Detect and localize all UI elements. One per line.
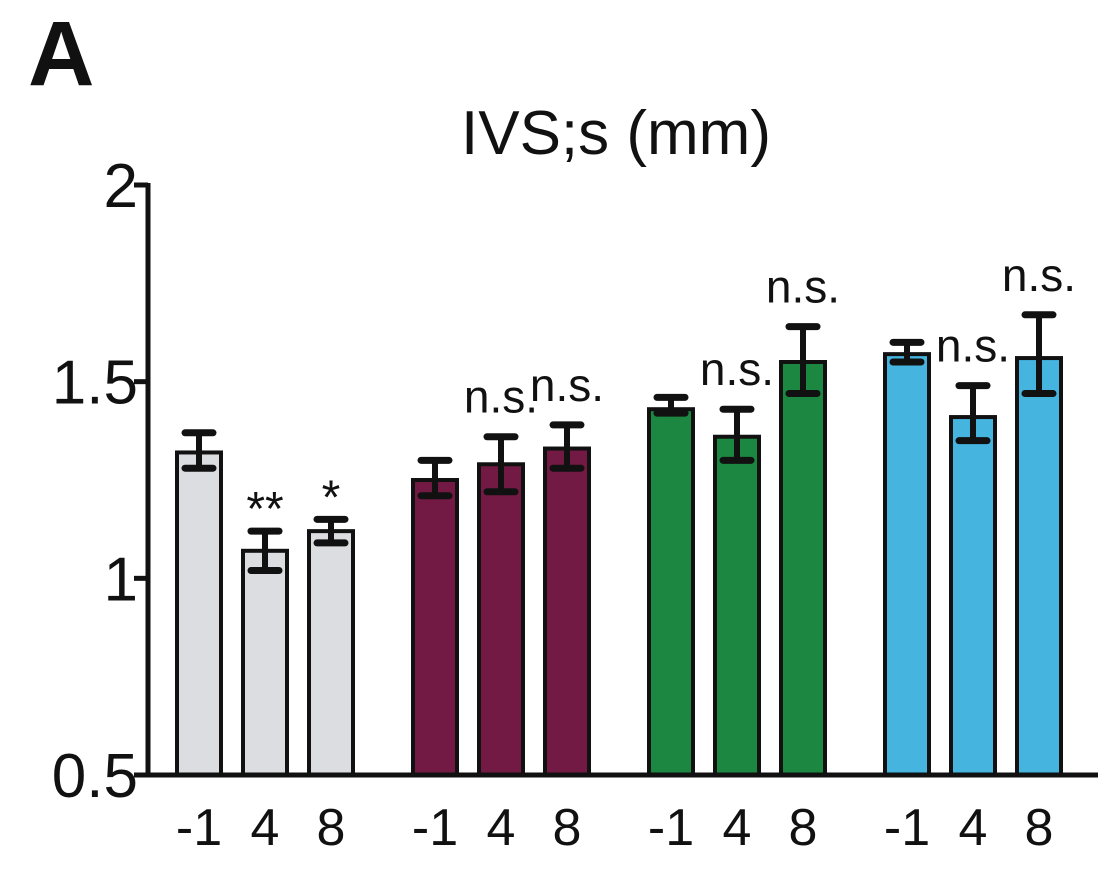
bar-g4-3 [1015,356,1063,777]
significance-label: n.s. [766,261,840,313]
x-tick-label: 8 [1025,799,1054,857]
significance-label: n.s. [700,343,774,395]
y-tick-label: 1 [104,545,138,614]
x-tick-label: -1 [176,799,222,857]
x-tick-label: 4 [251,799,280,857]
significance-label: ** [246,483,283,536]
bar-g4-2 [949,415,997,777]
panel-label: A [28,3,95,105]
significance-label: n.s. [1002,249,1076,301]
bar-g3-3 [779,360,827,777]
bar-g2-2 [477,462,525,777]
x-tick-label: 8 [553,799,582,857]
bar-g2-3 [543,446,591,777]
chart-title: IVS;s (mm) [461,99,771,168]
bar-g1-1 [175,450,223,777]
x-tick-label: 4 [487,799,516,857]
x-tick-label: -1 [648,799,694,857]
x-tick-label: 8 [317,799,346,857]
x-tick-label: -1 [884,799,930,857]
bar-g3-1 [647,407,695,777]
bar-g1-3 [307,529,355,778]
x-tick-label: -1 [412,799,458,857]
x-tick-label: 4 [723,799,752,857]
bar-g3-2 [713,434,761,777]
significance-label: n.s. [936,320,1010,372]
x-tick-label: 4 [959,799,988,857]
bar-g4-1 [883,352,931,777]
significance-label: n.s. [464,371,538,423]
y-tick-label: 1.5 [52,349,138,418]
bar-g2-1 [411,478,459,777]
x-tick-label: 8 [789,799,818,857]
significance-label: n.s. [530,359,604,411]
bar-g1-2 [241,548,289,777]
significance-label: * [322,471,341,524]
y-tick-label: 2 [104,152,138,221]
y-tick-label: 0.5 [52,742,138,811]
